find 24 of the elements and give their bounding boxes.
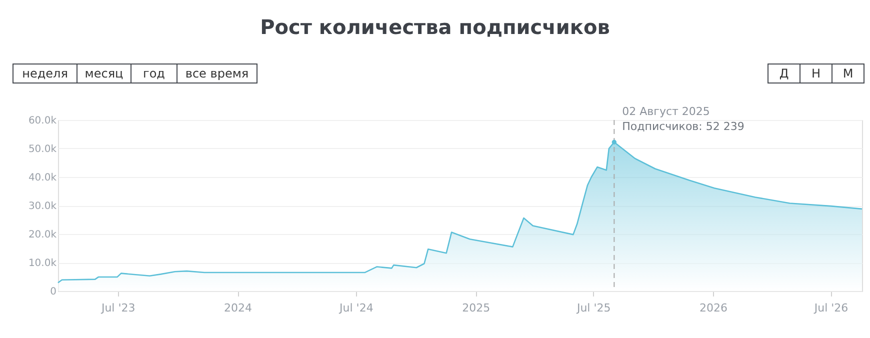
- x-tick-label: Jul '23: [100, 302, 136, 314]
- x-tick-label: Jul '26: [813, 302, 848, 314]
- text: М: [842, 66, 854, 80]
- x-tick-label: Jul '25: [576, 302, 611, 314]
- text: все время: [185, 66, 249, 80]
- text: Н: [811, 66, 821, 80]
- x-tick-label: Jul '24: [338, 302, 374, 314]
- y-tick-label: 40.0k: [28, 172, 57, 184]
- text: Д: [779, 66, 789, 80]
- chart-title: Рост количества подписчиков: [260, 15, 610, 39]
- x-tick-label: 2026: [700, 302, 728, 314]
- y-tick-label: 60.0k: [28, 116, 57, 126]
- annotation: Подписчиков: 52 239: [622, 120, 744, 134]
- y-tick-label: 10.0k: [28, 258, 57, 269]
- y-tick-label: 0: [50, 286, 56, 298]
- text: год: [143, 66, 165, 80]
- text: месяц: [84, 66, 124, 80]
- y-tick-label: 20.0k: [28, 230, 57, 240]
- annotation: 02 Август 2025: [622, 105, 710, 118]
- text: неделя: [22, 66, 68, 80]
- x-tick-label: 2025: [462, 302, 490, 314]
- x-tick-label: 2024: [224, 302, 252, 314]
- y-tick-label: 50.0k: [28, 144, 57, 155]
- y-tick-label: 30.0k: [28, 201, 57, 212]
